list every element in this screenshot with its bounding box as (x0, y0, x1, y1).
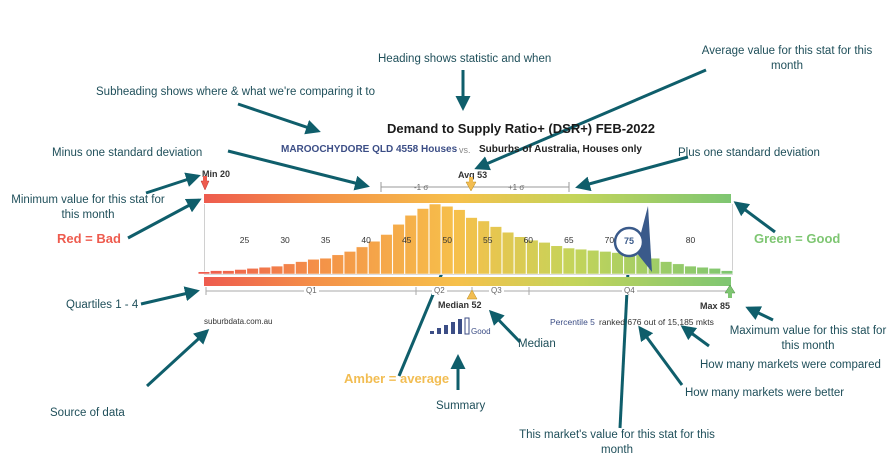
arrow-maximum (745, 306, 774, 322)
percentile-label: Percentile 5 (550, 317, 595, 327)
annotation-amber: Amber = average (344, 371, 450, 386)
subject-market: MAROOCHYDORE QLD 4558 Houses (281, 144, 458, 155)
annotation-source: Source of data (50, 407, 125, 419)
arrow-average (474, 68, 707, 171)
arrow-better (638, 325, 684, 386)
annotation-quartiles: Quartiles 1 - 4 (66, 299, 139, 311)
annotation-median: Median (518, 338, 556, 350)
annotation-markets-compared: How many markets were compared (700, 359, 881, 371)
annotation-minimum: Minimum value for this stat for this mon… (11, 194, 165, 221)
arrow-compared (680, 325, 710, 348)
annotation-markets-better: How many markets were better (685, 387, 845, 399)
arrow-green (733, 201, 776, 234)
annotation-subheading: Subheading shows where & what we're comp… (96, 86, 375, 98)
annotation-green-good: Green = Good (754, 231, 841, 246)
annotation-heading: Heading shows statistic and when (378, 53, 552, 65)
max-label: Max 85 (700, 301, 731, 311)
source-label[interactable]: suburbdata.com.au (204, 317, 273, 326)
color-scale-bar-bottom (204, 277, 731, 286)
arrow-minimum (127, 198, 202, 240)
arrow-source (145, 328, 210, 388)
summary-good-label: Good (471, 327, 491, 336)
annotation-summary: Summary (436, 400, 486, 412)
quartile-q2: Q2 (432, 286, 447, 295)
color-scale-bar-top (204, 194, 731, 203)
median-label: Median 52 (438, 300, 482, 310)
value-badge-label: 75 (623, 236, 634, 246)
arrow-quartiles (140, 286, 200, 306)
avg-label: Avg 53 (458, 170, 488, 180)
arrow-minus-sd (227, 149, 370, 191)
min-label: Min 20 (202, 169, 231, 179)
quartile-q3: Q3 (489, 286, 504, 295)
histogram-panel (204, 204, 733, 275)
arrow-plus-sd (575, 155, 689, 192)
annotation-this-value: This market's value for this stat for th… (519, 429, 715, 456)
annotation-plus-sd: Plus one standard deviation (678, 147, 820, 159)
quartile-q4: Q4 (622, 286, 637, 295)
plus-sigma-label: +1 σ (508, 183, 525, 192)
arrow-subheading (237, 102, 321, 135)
comparison-group: Suburbs of Australia, Houses only (479, 144, 642, 155)
arrow-min (145, 172, 201, 195)
annotation-red-bad: Red = Bad (57, 231, 121, 246)
annotation-average: Average value for this stat for this mon… (701, 45, 873, 72)
minus-sigma-label: -1 σ (414, 183, 429, 192)
chart-title: Demand to Supply Ratio+ (DSR+) FEB-2022 (387, 121, 655, 136)
vs-label: vs. (459, 145, 471, 155)
arrow-median (488, 309, 522, 344)
quartile-q1: Q1 (304, 286, 319, 295)
ranked-label: ranked 676 out of 15,185 mkts (599, 317, 714, 327)
annotation-maximum: Maximum value for this stat for this mon… (729, 325, 887, 352)
annotation-minus-sd: Minus one standard deviation (52, 147, 203, 159)
